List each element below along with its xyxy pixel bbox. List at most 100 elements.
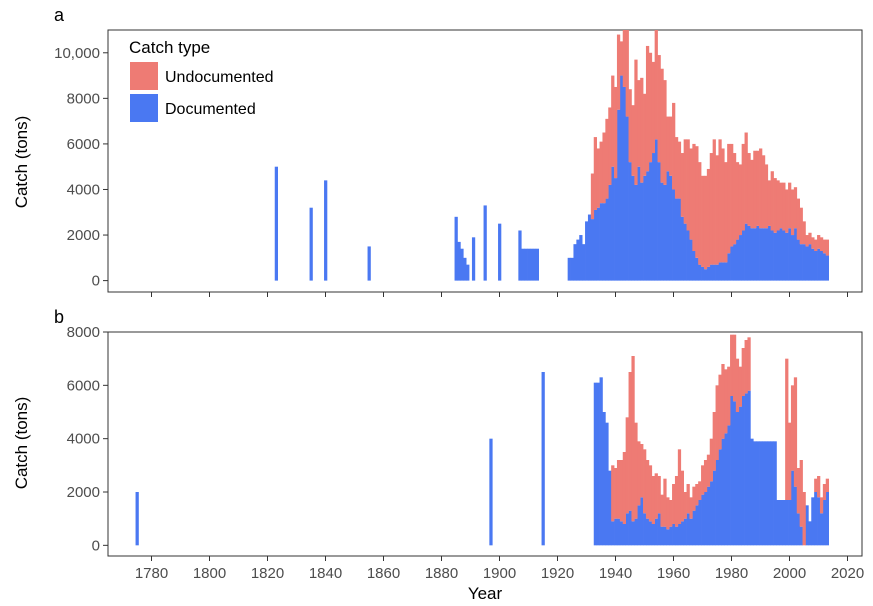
- panel-a-undocumented-bar: [732, 153, 737, 245]
- panel-b-documented-bar: [756, 441, 760, 546]
- panel-a-undocumented-bar: [608, 107, 612, 185]
- panel-a-y-axis: 0 2000 4000 6000 8000 10,000: [54, 45, 108, 290]
- panel-a-undocumented-bar: [616, 34, 621, 110]
- panel-b-undocumented-bar: [718, 374, 722, 450]
- panel-a-y-tick-label: 8000: [67, 90, 100, 107]
- panel-a-documented-bar: [324, 180, 328, 281]
- panel-a-documented-bar: [689, 239, 693, 281]
- panel-a-documented-bar: [274, 166, 278, 281]
- panel-b-documented-bar: [674, 526, 679, 546]
- panel-a-undocumented-bar: [788, 182, 792, 229]
- panel-a-undocumented-bar: [698, 162, 702, 265]
- panel-a-undocumented-bar: [657, 55, 661, 163]
- panel-b-documented-bar: [634, 518, 638, 546]
- panel-a-documented-bar: [761, 228, 766, 281]
- panel-b-x-tick-label: 1940: [599, 565, 632, 582]
- panel-b-x-tick-label: 1780: [135, 565, 168, 582]
- panel-b-undocumented-bar: [730, 334, 734, 396]
- panel-b-documented-bar: [730, 396, 734, 546]
- panel-a-undocumented-bar: [817, 235, 821, 249]
- panel-a-documented-bar: [825, 255, 829, 281]
- panel-a-undocumented-bar: [776, 180, 780, 231]
- panel-b-documented-bar: [602, 412, 606, 546]
- panel-a-documented-bar: [619, 75, 624, 281]
- panel-a-documented-bar: [608, 184, 612, 281]
- panel-b-documented-bar: [701, 494, 705, 546]
- panel-a-undocumented-bar: [706, 168, 711, 267]
- panel-a-documented-bar: [750, 228, 754, 281]
- panel-b-documented-bar: [822, 500, 827, 546]
- panel-b-documented-bar: [747, 390, 751, 546]
- panel-b-documented-bar: [622, 524, 626, 546]
- panel-b-undocumented-bar: [645, 460, 650, 519]
- panel-b-x-tick-label: 1920: [541, 565, 574, 582]
- panel-b-undocumented-bar: [660, 494, 664, 527]
- panel-b-x-tick-label: 2020: [831, 565, 864, 582]
- panel-b-documented-bar: [793, 486, 798, 546]
- panel-a-undocumented-bar: [819, 237, 824, 251]
- panel-b-undocumented-bar: [715, 385, 719, 460]
- panel-a-documented-bar: [706, 266, 711, 281]
- panel-a-undocumented-bar: [599, 141, 603, 204]
- panel-b-documented-bar: [761, 441, 766, 546]
- panel-b-undocumented-bar: [735, 358, 740, 412]
- panel-b-undocumented-bar: [625, 417, 629, 514]
- panel-b-undocumented-bar: [709, 438, 713, 482]
- panel-a-undocumented-bar: [654, 30, 658, 140]
- panel-a-undocumented-bar: [643, 93, 647, 176]
- panel-a-documented-bar: [819, 250, 824, 281]
- legend-label-undocumented: Undocumented: [165, 69, 274, 86]
- panel-a-documented-bar: [802, 244, 806, 281]
- panel-b-undocumented-bar: [643, 449, 647, 514]
- panel-a-undocumented-bar: [686, 139, 690, 231]
- panel-b-documented-bar: [611, 521, 615, 546]
- panel-b-undocumented-bar: [788, 422, 792, 500]
- panel-a-undocumented-bar: [634, 59, 638, 185]
- panel-b-documented-bar: [808, 521, 812, 546]
- panel-b-documented-bar: [669, 526, 673, 546]
- panel-b-documented-bar: [732, 401, 737, 546]
- panel-b-undocumented-bar: [744, 340, 748, 394]
- panel-a-documented-bar: [454, 216, 458, 281]
- panel-b-documented-bar: [663, 526, 667, 546]
- panel-b-undocumented-bar: [666, 497, 670, 530]
- panel-a-documented-bar: [631, 175, 635, 281]
- panel-a-documented-bar: [814, 250, 818, 281]
- panel-b-x-tick-label: 1820: [251, 565, 284, 582]
- panel-a-undocumented-bar: [590, 173, 595, 220]
- panel-b-documented-bar: [744, 393, 748, 546]
- panel-a-y-tick-label: 6000: [67, 136, 100, 153]
- panel-b-documented-bar: [677, 524, 682, 546]
- panel-b-y-axis-title: Catch (tons): [12, 397, 31, 490]
- panel-b-undocumented-bar: [738, 366, 742, 407]
- panel-a-undocumented-bar: [674, 137, 679, 199]
- panel-a-documented-bar: [309, 207, 313, 281]
- panel-b-documented-bar: [680, 521, 684, 546]
- panel-b-y-tick-label: 0: [92, 537, 100, 554]
- panel-a-undocumented-bar: [727, 143, 731, 254]
- panel-b-documented-bar: [657, 513, 661, 546]
- panel-b-documented-bar: [660, 526, 664, 546]
- panel-b-documented-bar: [640, 497, 644, 546]
- panel-a-documented-bar: [567, 257, 571, 281]
- panel-a-documented-bar: [660, 182, 664, 281]
- panel-a-undocumented-bar: [715, 155, 719, 265]
- panel-a-documented-bar: [463, 257, 467, 281]
- panel-a-documented-bar: [521, 248, 525, 281]
- panel-a-undocumented-bar: [782, 182, 786, 231]
- panel-a-documented-bar: [524, 248, 528, 281]
- panel-b-undocumented-bar: [706, 454, 711, 487]
- panel-a-documented-bar: [672, 189, 676, 281]
- panel-a-letter: a: [54, 5, 65, 25]
- panel-b-documented-bar: [782, 500, 786, 546]
- panel-b-documented-bar: [666, 529, 670, 546]
- panel-b-documented-bar: [799, 526, 803, 546]
- panel-a-undocumented-bar: [637, 80, 641, 167]
- panel-b-undocumented-bar: [640, 444, 644, 498]
- panel-b-documented-bar: [785, 500, 789, 546]
- panel-a-documented-bar: [732, 244, 737, 281]
- panel-b-documented-bar: [811, 497, 815, 546]
- panel-a-documented-bar: [570, 257, 574, 281]
- panel-a-documented-bar: [466, 264, 470, 281]
- panel-a-undocumented-bar: [822, 239, 827, 254]
